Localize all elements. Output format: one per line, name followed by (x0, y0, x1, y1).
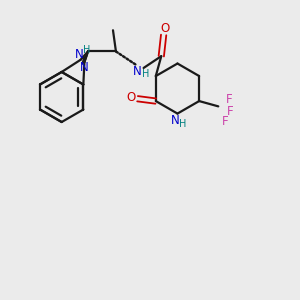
Text: H: H (83, 45, 90, 56)
Text: N: N (75, 48, 83, 61)
Text: O: O (160, 22, 170, 35)
Text: N: N (171, 114, 179, 127)
Text: F: F (221, 115, 228, 128)
Text: N: N (80, 61, 89, 74)
Text: N: N (133, 65, 142, 78)
Text: F: F (226, 93, 233, 106)
Text: H: H (142, 69, 149, 80)
Text: H: H (179, 119, 187, 129)
Text: O: O (126, 91, 136, 104)
Text: F: F (227, 105, 234, 118)
